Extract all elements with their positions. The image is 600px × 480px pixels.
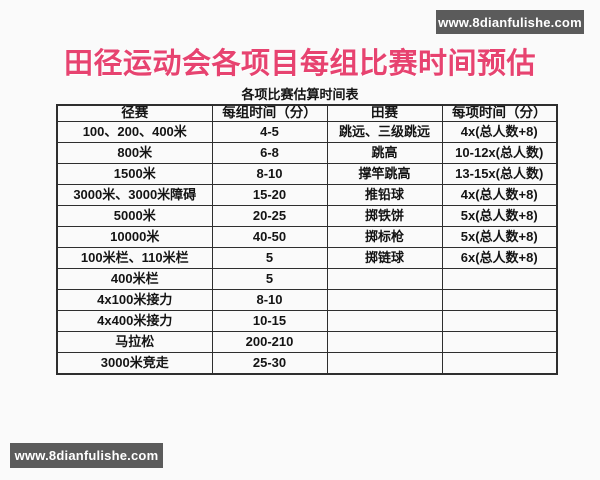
event-time-cell xyxy=(441,309,558,332)
event-time-cell xyxy=(441,330,558,353)
event-time-cell: 4x(总人数+8) xyxy=(441,183,558,206)
group-time-cell: 4-5 xyxy=(211,120,328,143)
event-time-cell xyxy=(441,351,558,375)
event-time-cell: 13-15x(总人数) xyxy=(441,162,558,185)
event-time-cell: 6x(总人数+8) xyxy=(441,246,558,269)
field-event-cell xyxy=(326,309,443,332)
table-row: 3000米、3000米障碍 15-20 推铅球 4x(总人数+8) xyxy=(56,183,558,206)
track-event-cell: 100、200、400米 xyxy=(56,120,213,143)
watermark-bottom-left: www.8dianfulishe.com xyxy=(10,443,163,468)
track-event-cell: 3000米、3000米障碍 xyxy=(56,183,213,206)
page-subtitle: 各项比赛估算时间表 xyxy=(241,87,359,102)
event-time-cell: 4x(总人数+8) xyxy=(441,120,558,143)
table-row: 100米栏、110米栏 5 掷链球 6x(总人数+8) xyxy=(56,246,558,269)
event-time-cell: 5x(总人数+8) xyxy=(441,225,558,248)
field-event-cell xyxy=(326,267,443,290)
watermark-top-right: www.8dianfulishe.com xyxy=(436,10,584,34)
table-row: 1500米 8-10 撑竿跳高 13-15x(总人数) xyxy=(56,162,558,185)
schedule-table: 径赛 每组时间（分） 田赛 每项时间（分） 100、200、400米 4-5 跳… xyxy=(56,104,558,375)
track-event-cell: 1500米 xyxy=(56,162,213,185)
group-time-cell: 25-30 xyxy=(211,351,328,375)
header-track-events: 径赛 xyxy=(56,104,213,122)
group-time-cell: 6-8 xyxy=(211,141,328,164)
field-event-cell: 撑竿跳高 xyxy=(326,162,443,185)
table-row: 400米栏 5 xyxy=(56,267,558,290)
table-row: 4x100米接力 8-10 xyxy=(56,288,558,311)
track-event-cell: 100米栏、110米栏 xyxy=(56,246,213,269)
field-event-cell xyxy=(326,351,443,375)
group-time-cell: 15-20 xyxy=(211,183,328,206)
table-row: 800米 6-8 跳高 10-12x(总人数) xyxy=(56,141,558,164)
event-time-cell xyxy=(441,288,558,311)
table-row: 100、200、400米 4-5 跳远、三级跳远 4x(总人数+8) xyxy=(56,120,558,143)
event-time-cell: 10-12x(总人数) xyxy=(441,141,558,164)
field-event-cell: 跳远、三级跳远 xyxy=(326,120,443,143)
track-event-cell: 400米栏 xyxy=(56,267,213,290)
header-field-events: 田赛 xyxy=(326,104,443,122)
header-group-time: 每组时间（分） xyxy=(211,104,328,122)
group-time-cell: 8-10 xyxy=(211,162,328,185)
field-event-cell: 掷标枪 xyxy=(326,225,443,248)
field-event-cell: 跳高 xyxy=(326,141,443,164)
group-time-cell: 5 xyxy=(211,246,328,269)
group-time-cell: 40-50 xyxy=(211,225,328,248)
track-event-cell: 4x100米接力 xyxy=(56,288,213,311)
track-event-cell: 5000米 xyxy=(56,204,213,227)
group-time-cell: 200-210 xyxy=(211,330,328,353)
track-event-cell: 800米 xyxy=(56,141,213,164)
group-time-cell: 10-15 xyxy=(211,309,328,332)
event-time-cell xyxy=(441,267,558,290)
track-event-cell: 马拉松 xyxy=(56,330,213,353)
group-time-cell: 20-25 xyxy=(211,204,328,227)
field-event-cell: 掷铁饼 xyxy=(326,204,443,227)
track-event-cell: 4x400米接力 xyxy=(56,309,213,332)
table-row: 10000米 40-50 掷标枪 5x(总人数+8) xyxy=(56,225,558,248)
field-event-cell: 推铅球 xyxy=(326,183,443,206)
track-event-cell: 3000米竞走 xyxy=(56,351,213,375)
header-event-time: 每项时间（分） xyxy=(441,104,558,122)
field-event-cell: 掷链球 xyxy=(326,246,443,269)
group-time-cell: 5 xyxy=(211,267,328,290)
table-header-row: 径赛 每组时间（分） 田赛 每项时间（分） xyxy=(56,104,558,122)
page-title: 田径运动会各项目每组比赛时间预估 xyxy=(63,48,536,80)
field-event-cell xyxy=(326,330,443,353)
table-row: 3000米竞走 25-30 xyxy=(56,351,558,375)
table-row: 5000米 20-25 掷铁饼 5x(总人数+8) xyxy=(56,204,558,227)
table-row: 马拉松 200-210 xyxy=(56,330,558,353)
track-event-cell: 10000米 xyxy=(56,225,213,248)
table-row: 4x400米接力 10-15 xyxy=(56,309,558,332)
event-time-cell: 5x(总人数+8) xyxy=(441,204,558,227)
field-event-cell xyxy=(326,288,443,311)
group-time-cell: 8-10 xyxy=(211,288,328,311)
